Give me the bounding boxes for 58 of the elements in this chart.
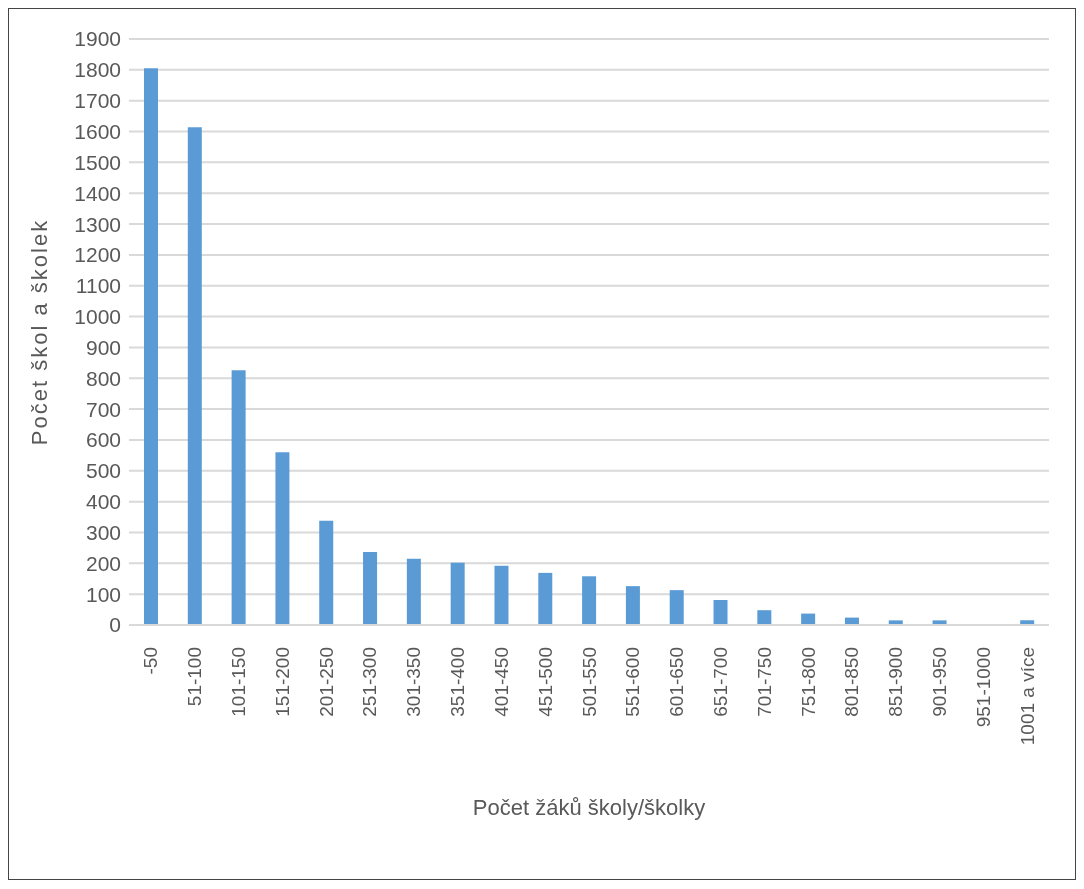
x-tick-label: 301-350 <box>403 647 425 717</box>
bar <box>625 586 640 625</box>
x-tick-label: 151-200 <box>271 647 293 717</box>
x-tick-label: 251-300 <box>359 647 381 717</box>
x-tick-label: 901-950 <box>928 647 950 717</box>
x-tick-label: 451-500 <box>534 647 556 717</box>
y-tick-label: 1200 <box>74 243 121 267</box>
x-tick-label: 601-650 <box>666 647 688 717</box>
bar <box>275 452 290 625</box>
x-tick-label: 51-100 <box>184 647 206 707</box>
y-tick-label: 100 <box>85 582 121 606</box>
x-tick-label: 551-600 <box>622 647 644 717</box>
bar <box>538 572 553 625</box>
y-tick-label: 600 <box>85 428 121 452</box>
x-tick-label: -50 <box>140 647 162 675</box>
x-tick-label: 351-400 <box>447 647 469 717</box>
y-axis-title: Počet škol a školek <box>26 218 52 446</box>
bar <box>494 565 509 625</box>
bar <box>713 600 728 625</box>
y-tick-label: 1900 <box>74 27 121 51</box>
x-tick-label: 201-250 <box>315 647 337 717</box>
bar <box>406 558 421 625</box>
bar <box>757 610 772 625</box>
bar <box>669 590 684 625</box>
bar <box>187 127 202 625</box>
x-tick-label: 401-450 <box>490 647 512 717</box>
x-axis-title: Počet žáků školy/školky <box>472 795 706 820</box>
y-tick-label: 800 <box>85 366 121 390</box>
y-tick-label: 0 <box>109 613 121 637</box>
y-tick-label: 1300 <box>74 212 121 236</box>
bar <box>144 68 158 625</box>
x-tick-label: 701-750 <box>753 647 775 717</box>
x-tick-label: 101-150 <box>228 647 250 717</box>
y-tick-label: 300 <box>85 520 121 544</box>
x-tick-label: 651-700 <box>709 647 731 717</box>
y-tick-label: 1000 <box>74 305 121 329</box>
y-tick-label: 500 <box>85 459 121 483</box>
bar <box>582 576 597 625</box>
y-tick-label: 1100 <box>75 274 121 298</box>
y-tick-label: 1500 <box>74 150 121 174</box>
x-tick-label: 751-800 <box>797 647 819 717</box>
y-tick-label: 200 <box>85 551 121 575</box>
x-tick-label: 1001 a více <box>1016 647 1038 746</box>
y-tick-label: 1700 <box>74 89 121 113</box>
y-tick-label: 1400 <box>74 181 121 205</box>
y-tick-label: 900 <box>85 335 121 359</box>
x-tick-label: 501-550 <box>578 647 600 717</box>
x-tick-label: 801-850 <box>841 647 863 717</box>
y-tick-label: 1600 <box>74 119 121 143</box>
y-tick-label: 1800 <box>74 58 121 82</box>
y-tick-label: 400 <box>85 490 121 514</box>
bar <box>231 370 246 625</box>
bar <box>319 520 334 625</box>
x-tick-label: 851-900 <box>885 647 907 717</box>
x-tick-label: 951-1000 <box>972 647 994 728</box>
bar <box>363 551 378 625</box>
bar <box>450 562 465 625</box>
y-tick-label: 700 <box>85 397 121 421</box>
